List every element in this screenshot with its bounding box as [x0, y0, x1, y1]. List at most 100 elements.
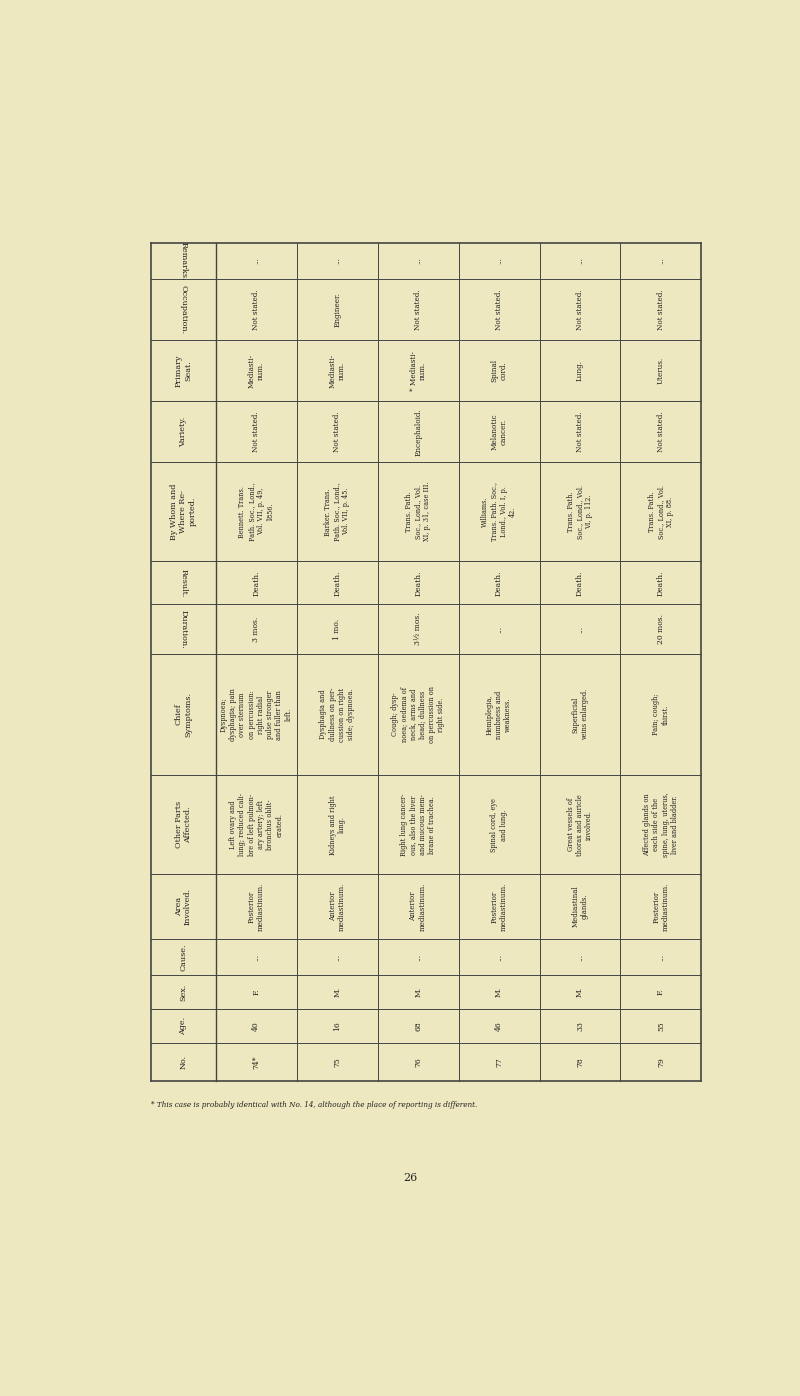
Text: 16: 16	[334, 1022, 342, 1032]
Text: Not stated.: Not stated.	[495, 289, 503, 329]
Text: Death.: Death.	[495, 570, 503, 596]
Text: Dysphagia and
dullness on per-
cussion on right
side; dyspnoea.: Dysphagia and dullness on per- cussion o…	[319, 688, 355, 741]
Text: Remarks.: Remarks.	[179, 242, 187, 281]
Text: 20 mos.: 20 mos.	[657, 614, 665, 644]
Text: Bennett. Trans.
Path. Soc., Lond.,
Vol. VII, p. 49,
1856.: Bennett. Trans. Path. Soc., Lond., Vol. …	[238, 482, 274, 542]
Text: Posterior
mediastinum.: Posterior mediastinum.	[652, 882, 670, 931]
Text: Trans. Path.
Soc., Lond., Vol.
VI, p. 112.: Trans. Path. Soc., Lond., Vol. VI, p. 11…	[567, 484, 594, 539]
Text: Duration.: Duration.	[179, 610, 187, 649]
Text: Superficial
veins enlarged.: Superficial veins enlarged.	[571, 690, 589, 740]
Text: Posterior
mediastinum.: Posterior mediastinum.	[490, 882, 508, 931]
Text: Encephaloid.: Encephaloid.	[414, 408, 422, 455]
Text: Spinal cord, eye
and lung.: Spinal cord, eye and lung.	[490, 799, 508, 852]
Text: * This case is probably identical with No. 14, although the place of reporting i: * This case is probably identical with N…	[151, 1100, 477, 1108]
Text: No.: No.	[179, 1055, 187, 1069]
Text: Chief
Symptoms.: Chief Symptoms.	[174, 692, 192, 737]
Text: Primary
Seat.: Primary Seat.	[174, 355, 192, 387]
Text: Pain; cough;
thirst.: Pain; cough; thirst.	[652, 694, 670, 736]
Text: 75: 75	[334, 1057, 342, 1067]
Text: Death.: Death.	[334, 570, 342, 596]
Text: * Mediasti-
num.: * Mediasti- num.	[410, 350, 426, 391]
Text: ...: ...	[657, 953, 665, 960]
Text: Posterior
mediastinum.: Posterior mediastinum.	[248, 882, 265, 931]
Text: Sex.: Sex.	[179, 984, 187, 1001]
Text: Occupation.: Occupation.	[179, 285, 187, 334]
Text: 77: 77	[495, 1057, 503, 1067]
Text: Affected glands on
each side of the
spine, lung, uterus,
liver and bladder.: Affected glands on each side of the spin…	[643, 793, 678, 857]
Text: ...: ...	[334, 257, 342, 264]
Text: Other Parts
Affected.: Other Parts Affected.	[174, 801, 192, 849]
Text: Not stated.: Not stated.	[657, 412, 665, 452]
Text: Dyspnoea;
dysphagia; pain
over sternum
on percussion:
right radial
pulse stronge: Dyspnoea; dysphagia; pain over sternum o…	[220, 688, 293, 741]
Text: 79: 79	[657, 1057, 665, 1067]
Text: Not stated.: Not stated.	[576, 412, 584, 452]
Text: 74*: 74*	[252, 1055, 260, 1069]
Text: Cough; dysp-
noea; oedema of
neck, arms and
head; dullness
on percussion on
righ: Cough; dysp- noea; oedema of neck, arms …	[391, 685, 445, 743]
Text: ...: ...	[495, 257, 503, 264]
Text: M.: M.	[495, 987, 503, 997]
Text: Lung.: Lung.	[576, 360, 584, 381]
Text: 3 mos.: 3 mos.	[252, 617, 260, 642]
Text: Not stated.: Not stated.	[576, 289, 584, 329]
Text: 46: 46	[495, 1022, 503, 1032]
Text: ...: ...	[252, 257, 260, 264]
Text: Williams.
Trans. Path. Soc.,
Lond., Vol. I, p.
42.: Williams. Trans. Path. Soc., Lond., Vol.…	[482, 482, 517, 542]
Text: ...: ...	[576, 257, 584, 264]
Text: 40: 40	[252, 1022, 260, 1032]
Text: Engineer.: Engineer.	[334, 292, 342, 327]
Text: Death.: Death.	[576, 570, 584, 596]
Text: Not stated.: Not stated.	[252, 289, 260, 329]
Text: Left ovary and
lung; reduced cali-
bre of left pulmon-
ary artery; left
bronchus: Left ovary and lung; reduced cali- bre o…	[230, 793, 283, 856]
Text: Right lung cancer-
ous, also the liver
and mucous mem-
brane of trachea.: Right lung cancer- ous, also the liver a…	[400, 793, 436, 856]
Text: Not stated.: Not stated.	[657, 289, 665, 329]
Text: M.: M.	[414, 987, 422, 997]
Text: 76: 76	[414, 1057, 422, 1067]
Text: Kidneys and right
lung.: Kidneys and right lung.	[329, 794, 346, 854]
Text: ...: ...	[495, 625, 503, 632]
Text: ...: ...	[657, 257, 665, 264]
Text: Hemiplegia,
numbness and
weakness.: Hemiplegia, numbness and weakness.	[486, 691, 512, 738]
Text: 78: 78	[576, 1057, 584, 1067]
Text: Variety.: Variety.	[179, 416, 187, 447]
Text: By Whom and
Where Re-
ported.: By Whom and Where Re- ported.	[170, 483, 197, 540]
Text: ...: ...	[414, 257, 422, 264]
Text: ...: ...	[576, 625, 584, 632]
Text: Great vessels of
thorax and auricle
involved.: Great vessels of thorax and auricle invo…	[567, 794, 594, 856]
Text: Cause.: Cause.	[179, 944, 187, 970]
Text: Spinal
cord.: Spinal cord.	[490, 359, 508, 383]
Text: ...: ...	[252, 953, 260, 960]
Text: Not stated.: Not stated.	[252, 412, 260, 452]
Text: Death.: Death.	[252, 570, 260, 596]
Text: Trans. Path.
Soc., Lond., Vol.
XI, p. 88.: Trans. Path. Soc., Lond., Vol. XI, p. 88…	[648, 484, 674, 539]
Text: Not stated.: Not stated.	[414, 289, 422, 329]
Text: M.: M.	[334, 987, 342, 997]
Text: Result.: Result.	[179, 568, 187, 597]
Text: F.: F.	[657, 988, 665, 995]
Text: F.: F.	[252, 988, 260, 995]
Text: ...: ...	[334, 953, 342, 960]
Text: Death.: Death.	[414, 570, 422, 596]
Text: Not stated.: Not stated.	[334, 412, 342, 452]
Text: Anterior
mediastinum.: Anterior mediastinum.	[329, 882, 346, 931]
Text: 26: 26	[403, 1173, 417, 1182]
Text: 55: 55	[657, 1022, 665, 1032]
Text: Death.: Death.	[657, 570, 665, 596]
Text: Trans. Path.
Soc., Lond., Vol.
XI, p. 31, case III.: Trans. Path. Soc., Lond., Vol. XI, p. 31…	[405, 482, 431, 542]
Text: 68: 68	[414, 1022, 422, 1032]
Text: Area
Involved.: Area Involved.	[174, 888, 192, 926]
Text: 3½ mos.: 3½ mos.	[414, 613, 422, 645]
Text: Mediasti-
num.: Mediasti- num.	[248, 353, 265, 388]
Text: Melanotic
cancer.: Melanotic cancer.	[490, 413, 508, 450]
Text: Barker. Trans.
Path. Soc., Lond.,
Vol. VII, p. 45.: Barker. Trans. Path. Soc., Lond., Vol. V…	[324, 482, 350, 542]
Text: Uterus.: Uterus.	[657, 357, 665, 384]
Text: Anterior
mediastinum.: Anterior mediastinum.	[410, 882, 426, 931]
Text: Age.: Age.	[179, 1018, 187, 1036]
Text: ...: ...	[495, 953, 503, 960]
Text: ...: ...	[414, 953, 422, 960]
Text: Mediastinal
glands.: Mediastinal glands.	[571, 886, 589, 927]
Text: Mediasti-
num.: Mediasti- num.	[329, 353, 346, 388]
Text: M.: M.	[576, 987, 584, 997]
Text: 33: 33	[576, 1022, 584, 1032]
Text: 1 mo.: 1 mo.	[334, 618, 342, 639]
Text: ...: ...	[576, 953, 584, 960]
